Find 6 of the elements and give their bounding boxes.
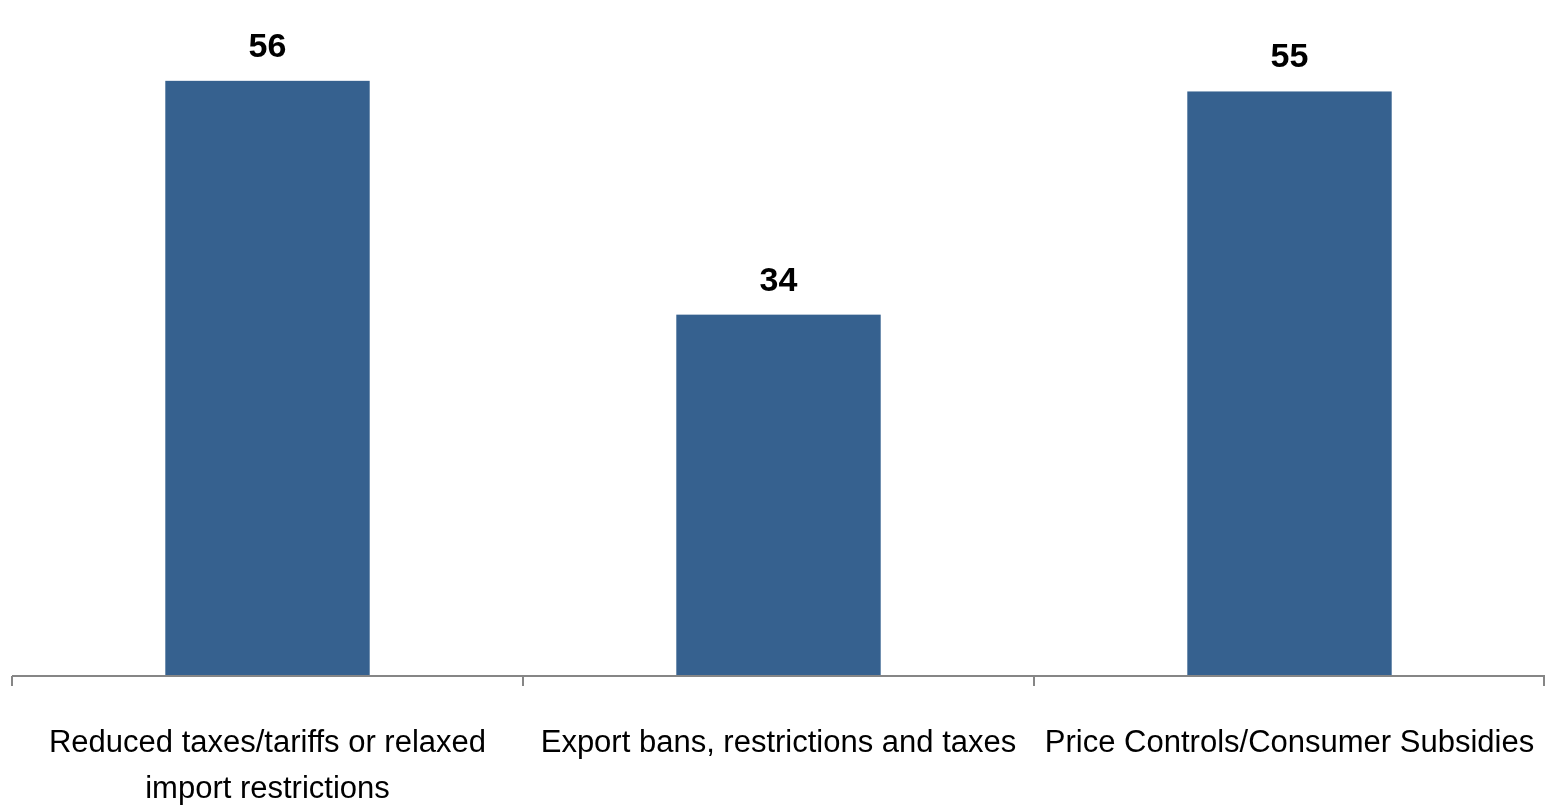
x-tick-label: Price Controls/Consumer Subsidies [1044, 724, 1535, 759]
x-tick-label: Export bans, restrictions and taxes [540, 724, 1017, 759]
data-label: 56 [248, 25, 287, 64]
x-tick-label: Reduced taxes/tariffs or relaxed import restrictions [48, 724, 487, 805]
data-label: 55 [1270, 36, 1309, 75]
data-label: 34 [759, 259, 798, 298]
